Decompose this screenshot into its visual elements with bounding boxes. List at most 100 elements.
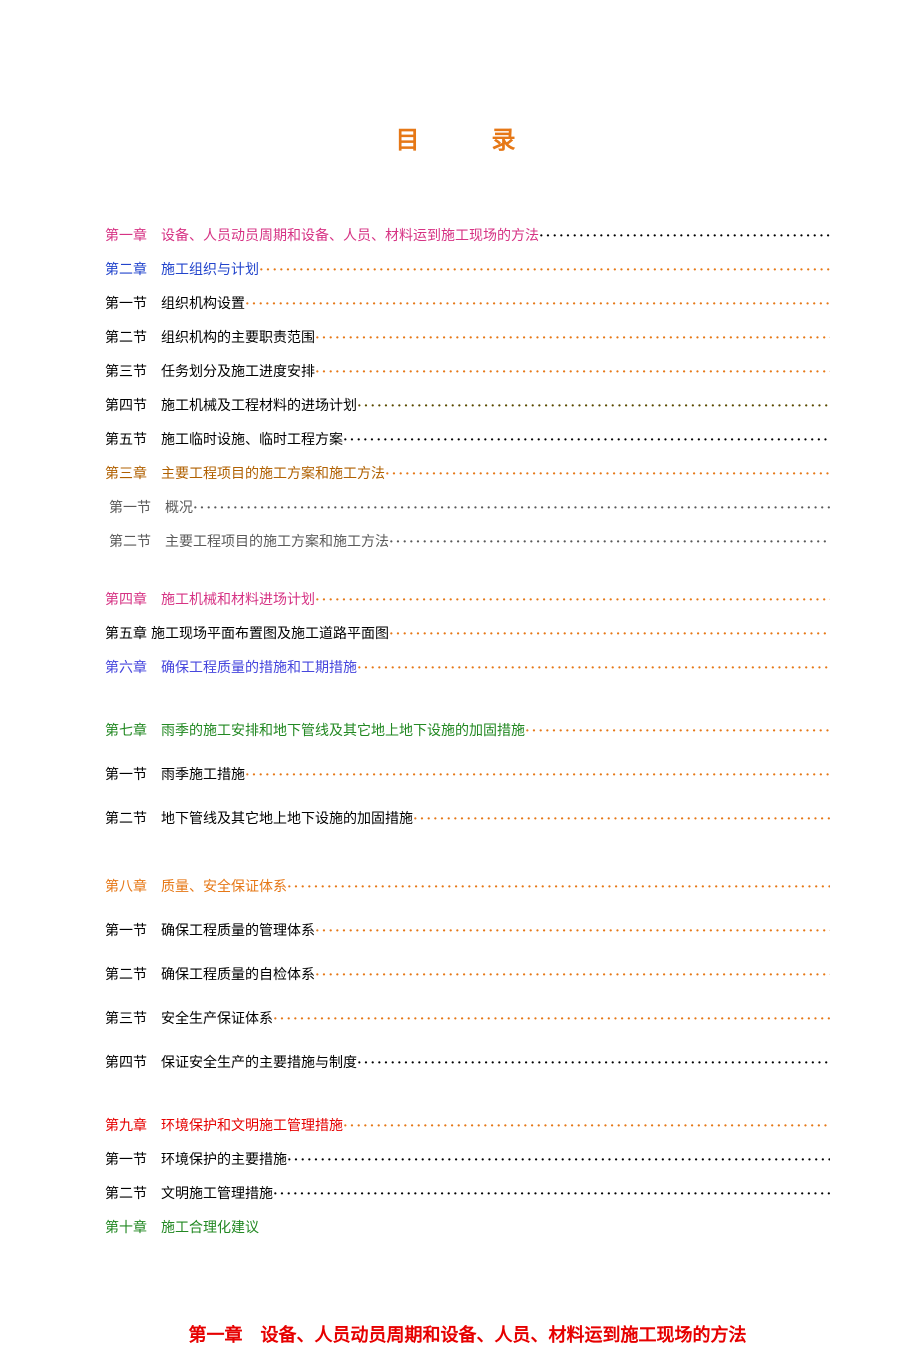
toc-label: 第二节 — [105, 803, 161, 837]
toc-text: 雨季的施工安排和地下管线及其它地上地下设施的加固措施 — [161, 715, 525, 749]
toc-gap — [105, 847, 830, 871]
toc-entry: 第二节地下管线及其它地上地下设施的加固措施 ··················… — [105, 803, 830, 837]
toc-label: 第六章 — [105, 657, 161, 681]
toc-label: 第一节 — [105, 915, 161, 949]
toc-leader-dots: ········································… — [315, 327, 830, 351]
toc-leader-dots: ········································… — [525, 715, 830, 749]
toc-leader-dots: ········································… — [245, 759, 830, 793]
toc-label: 第九章 — [105, 1115, 161, 1139]
toc-entry: 第二节确保工程质量的自检体系 ·························… — [105, 959, 830, 993]
toc-label: 第二章 — [105, 259, 161, 283]
toc-leader-dots: ········································… — [315, 589, 830, 613]
toc-entry: 第六章确保工程质量的措施和工期措施 ······················… — [105, 657, 830, 681]
toc-entry: 第二节文明施工管理措施 ····························… — [105, 1183, 830, 1207]
toc-entry: 第十章施工合理化建议 — [105, 1217, 830, 1241]
toc-entry: 第三节安全生产保证体系 ····························… — [105, 1003, 830, 1037]
toc-label: 第八章 — [105, 871, 161, 905]
toc-entry: 第五节施工临时设施、临时工程方案 ·······················… — [105, 429, 830, 453]
toc-leader-dots: ········································… — [245, 293, 830, 317]
toc-text: 环境保护的主要措施 — [161, 1149, 287, 1173]
toc-gap — [105, 691, 830, 715]
toc-label: 第四章 — [105, 589, 161, 613]
toc-label: 第三章 — [105, 463, 161, 487]
toc-entry: 第九章环境保护和文明施工管理措施 ·······················… — [105, 1115, 830, 1139]
toc-label: 第十章 — [105, 1217, 161, 1241]
toc-text: 施工临时设施、临时工程方案 — [161, 429, 343, 453]
toc-label: 第五章 — [105, 623, 151, 647]
toc-text: 安全生产保证体系 — [161, 1003, 273, 1037]
toc-text: 确保工程质量的管理体系 — [161, 915, 315, 949]
toc-text: 主要工程项目的施工方案和施工方法 — [161, 463, 385, 487]
toc-text: 设备、人员动员周期和设备、人员、材料运到施工现场的方法 — [161, 225, 539, 249]
chapter-heading: 第一章 设备、人员动员周期和设备、人员、材料运到施工现场的方法 — [105, 1321, 830, 1347]
toc-leader-dots: ········································… — [315, 959, 830, 993]
toc-gap — [105, 565, 830, 589]
toc-text: 施工合理化建议 — [161, 1217, 259, 1241]
toc-leader-dots: ········································… — [357, 657, 830, 681]
toc-entry: 第二章施工组织与计划 ·····························… — [105, 259, 830, 283]
toc-label: 第四节 — [105, 1047, 161, 1081]
toc-entry: 第七章雨季的施工安排和地下管线及其它地上地下设施的加固措施 ··········… — [105, 715, 830, 749]
toc-label: 第五节 — [105, 429, 161, 453]
toc-entry: 第一章设备、人员动员周期和设备、人员、材料运到施工现场的方法 ·········… — [105, 225, 830, 249]
toc-leader-dots: ········································… — [357, 1047, 830, 1081]
toc-leader-dots: ········································… — [193, 497, 830, 521]
toc-entry: 第四节保证安全生产的主要措施与制度 ······················… — [105, 1047, 830, 1081]
toc-leader-dots: ········································… — [273, 1183, 830, 1207]
toc-leader-dots: ········································… — [389, 531, 830, 555]
toc-leader-dots: ········································… — [413, 803, 830, 837]
toc-label: 第一节 — [105, 293, 161, 317]
toc-text: 组织机构的主要职责范围 — [161, 327, 315, 351]
toc-entry: 第一节环境保护的主要措施 ···························… — [105, 1149, 830, 1173]
toc-leader-dots: ········································… — [385, 463, 830, 487]
page-title: 目 录 — [105, 120, 830, 155]
toc-entry: 第一节概况 ··································… — [105, 497, 830, 521]
toc-text: 保证安全生产的主要措施与制度 — [161, 1047, 357, 1081]
toc-leader-dots: ········································… — [287, 1149, 830, 1173]
toc-label: 第三节 — [105, 361, 161, 385]
toc-leader-dots: ········································… — [389, 623, 830, 647]
toc-entry: 第五章施工现场平面布置图及施工道路平面图 ···················… — [105, 623, 830, 647]
toc-label: 第二节 — [105, 327, 161, 351]
toc-text: 施工机械和材料进场计划 — [161, 589, 315, 613]
toc-label: 第二节 — [109, 531, 165, 555]
toc-label: 第一节 — [105, 759, 161, 793]
toc-label: 第二节 — [105, 1183, 161, 1207]
toc-text: 雨季施工措施 — [161, 759, 245, 793]
toc-leader-dots: ········································… — [287, 871, 830, 905]
toc-text: 概况 — [165, 497, 193, 521]
toc-text: 主要工程项目的施工方案和施工方法 — [165, 531, 389, 555]
toc-leader-dots: ········································… — [315, 915, 830, 949]
toc-entry: 第三章主要工程项目的施工方案和施工方法 ····················… — [105, 463, 830, 487]
toc-text: 组织机构设置 — [161, 293, 245, 317]
toc-label: 第一章 — [105, 225, 161, 249]
toc-text: 任务划分及施工进度安排 — [161, 361, 315, 385]
toc-entry: 第三节任务划分及施工进度安排 ·························… — [105, 361, 830, 385]
toc-leader-dots: ········································… — [539, 225, 830, 249]
toc-entry: 第二节主要工程项目的施工方案和施工方法 ····················… — [105, 531, 830, 555]
toc-text: 施工组织与计划 — [161, 259, 259, 283]
toc-label: 第一节 — [105, 1149, 161, 1173]
toc-entry: 第一节雨季施工措施 ······························… — [105, 759, 830, 793]
toc-label: 第二节 — [105, 959, 161, 993]
table-of-contents: 第一章设备、人员动员周期和设备、人员、材料运到施工现场的方法 ·········… — [105, 225, 830, 1241]
toc-text: 施工现场平面布置图及施工道路平面图 — [151, 623, 389, 647]
toc-label: 第四节 — [105, 395, 161, 419]
toc-entry: 第四节施工机械及工程材料的进场计划 ······················… — [105, 395, 830, 419]
toc-gap — [105, 1091, 830, 1115]
toc-leader-dots: ········································… — [343, 429, 830, 453]
toc-entry: 第一节确保工程质量的管理体系 ·························… — [105, 915, 830, 949]
toc-label: 第三节 — [105, 1003, 161, 1037]
toc-leader-dots: ········································… — [315, 361, 830, 385]
toc-leader-dots: ········································… — [357, 395, 830, 419]
toc-text: 环境保护和文明施工管理措施 — [161, 1115, 343, 1139]
toc-entry: 第八章质量、安全保证体系 ···························… — [105, 871, 830, 905]
toc-label: 第一节 — [109, 497, 165, 521]
toc-text: 地下管线及其它地上地下设施的加固措施 — [161, 803, 413, 837]
toc-text: 确保工程质量的自检体系 — [161, 959, 315, 993]
toc-leader-dots: ········································… — [343, 1115, 830, 1139]
toc-text: 确保工程质量的措施和工期措施 — [161, 657, 357, 681]
toc-leader-dots: ········································… — [273, 1003, 830, 1037]
toc-entry: 第二节组织机构的主要职责范围 ·························… — [105, 327, 830, 351]
toc-text: 文明施工管理措施 — [161, 1183, 273, 1207]
